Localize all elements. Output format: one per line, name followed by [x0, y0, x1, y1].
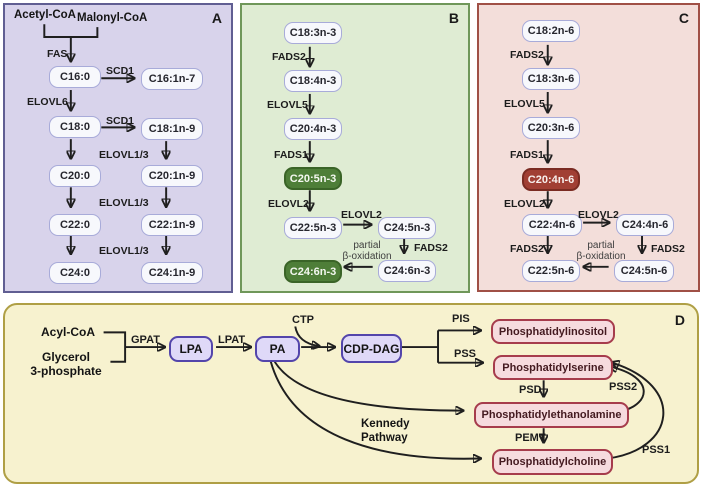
kennedy-label-line2: Pathway: [361, 432, 408, 444]
enzyme-elovl13-3: ELOVL1/3: [99, 245, 149, 257]
metabolite-c24-6n3: C24:6n-3: [378, 260, 436, 282]
panel-d-phospholipid-synthesis: D Acyl-CoA Glycerol 3-phosphate GPAT LPA…: [3, 303, 699, 484]
panel-c-omega6-pathway: C C18:2n-6 FADS2 C18:3n-6 ELOVL5 C20:3n-…: [477, 3, 700, 292]
partial-label-line2: β-oxidation: [342, 251, 392, 262]
metabolite-c24-1n9: C24:1n-9: [141, 262, 203, 284]
lipid-phosphatidylserine: Phosphatidylserine: [493, 355, 613, 380]
acyl-coa-label: Acyl-CoA: [41, 325, 96, 339]
glycerol-3-phosphate-label: Glycerol 3-phosphate: [23, 350, 109, 378]
enzyme-fads1: FADS1: [274, 149, 308, 161]
metabolite-c22-1n9: C22:1n-9: [141, 214, 203, 236]
enzyme-scd1-top: SCD1: [106, 65, 135, 77]
metabolite-c18-3n3: C18:3n-3: [284, 22, 342, 44]
metabolite-c24-5n6: C24:5n-6: [614, 260, 674, 282]
metabolite-c24-4n6: C24:4n-6: [616, 214, 674, 236]
metabolite-pa: PA: [255, 336, 300, 362]
panel-d-letter: D: [674, 312, 685, 328]
enzyme-fads1: FADS1: [510, 149, 544, 161]
enzyme-scd1-bottom: SCD1: [106, 115, 135, 127]
metabolite-lpa: LPA: [169, 336, 213, 362]
enzyme-fads2-1: FADS2: [510, 49, 544, 61]
enzyme-fads2-2: FADS2: [414, 242, 448, 254]
panel-b-letter: B: [448, 10, 459, 26]
enzyme-elovl2-right: ELOVL2: [341, 209, 382, 221]
panel-c-letter: C: [678, 10, 689, 26]
metabolite-c18-2n6: C18:2n-6: [522, 20, 580, 42]
metabolite-c20-1n9: C20:1n-9: [141, 165, 203, 187]
glycerol-label-line1: Glycerol: [41, 350, 91, 364]
enzyme-pis: PIS: [452, 313, 470, 325]
enzyme-psd: PSD: [519, 384, 542, 396]
enzyme-elovl13-2: ELOVL1/3: [99, 197, 149, 209]
metabolite-c16-0: C16:0: [49, 66, 101, 88]
enzyme-pemt: PEMT: [515, 432, 546, 444]
acetyl-coa-label: Acetyl-CoA: [14, 9, 76, 21]
enzyme-elovl5: ELOVL5: [504, 98, 545, 110]
metabolite-c20-4n3: C20:4n-3: [284, 118, 342, 140]
malonyl-coa-label: Malonyl-CoA: [77, 12, 148, 24]
partial-beta-oxidation-label: partial β-oxidation: [338, 240, 396, 262]
enzyme-fads2-left: FADS2: [510, 243, 544, 255]
metabolite-c20-0: C20:0: [49, 165, 101, 187]
lipid-phosphatidylinositol: Phosphatidylinositol: [491, 319, 615, 344]
enzyme-fas: FAS: [47, 48, 68, 60]
kennedy-pathway-label: Kennedy Pathway: [361, 417, 410, 445]
metabolite-c24-6n3-highlight: C24:6n-3: [284, 260, 342, 283]
enzyme-fads2-right: FADS2: [651, 243, 685, 255]
metabolite-c22-0: C22:0: [49, 214, 101, 236]
enzyme-pss1: PSS1: [642, 444, 671, 456]
lipid-phosphatidylcholine: Phosphatidylcholine: [492, 449, 613, 475]
partial-beta-oxidation-label: partial β-oxidation: [571, 240, 631, 262]
panel-a-de-novo-lipogenesis: A Acetyl-CoA Malonyl-CoA FAS C16:0 SCD1 …: [3, 3, 233, 293]
metabolite-c24-5n3: C24:5n-3: [378, 217, 436, 239]
metabolite-c20-4n6-highlight: C20:4n-6: [522, 168, 580, 191]
metabolite-c20-5n3-highlight: C20:5n-3: [284, 167, 342, 190]
enzyme-elovl2-down: ELOVL2: [504, 198, 545, 210]
enzyme-elovl6: ELOVL6: [27, 96, 68, 108]
enzyme-elovl5: ELOVL5: [267, 99, 308, 111]
cofactor-ctp: CTP: [292, 314, 314, 326]
metabolite-c20-3n6: C20:3n-6: [522, 117, 580, 139]
metabolite-c18-0: C18:0: [49, 116, 101, 138]
enzyme-gpat: GPAT: [131, 334, 160, 346]
enzyme-elovl2-right: ELOVL2: [578, 209, 619, 221]
partial-label-line1: partial: [353, 240, 381, 251]
metabolite-c18-1n9: C18:1n-9: [141, 118, 203, 140]
kennedy-label-line1: Kennedy: [361, 418, 410, 430]
metabolite-c16-1n7: C16:1n-7: [141, 68, 203, 90]
enzyme-elovl13-1: ELOVL1/3: [99, 149, 149, 161]
metabolite-c22-4n6: C22:4n-6: [522, 214, 582, 236]
enzyme-elovl2-down: ELOVL2: [268, 198, 309, 210]
lipid-phosphatidylethanolamine: Phosphatidylethanolamine: [474, 402, 629, 428]
metabolite-c18-4n3: C18:4n-3: [284, 70, 342, 92]
enzyme-pss2: PSS2: [609, 381, 638, 393]
enzyme-lpat: LPAT: [218, 334, 246, 346]
metabolite-cdp-dag: CDP-DAG: [341, 334, 402, 363]
glycerol-label-line2: 3-phosphate: [30, 363, 102, 378]
panel-b-omega3-pathway: B C18:3n-3 FADS2 C18:4n-3 ELOVL5 C20:4n-…: [240, 3, 470, 293]
metabolite-c22-5n6: C22:5n-6: [522, 260, 580, 282]
enzyme-pss: PSS: [454, 348, 477, 360]
metabolite-c18-3n6: C18:3n-6: [522, 68, 580, 90]
metabolite-c24-0: C24:0: [49, 262, 101, 284]
enzyme-fads2-1: FADS2: [272, 51, 306, 63]
partial-label-line2: β-oxidation: [576, 251, 626, 262]
metabolite-c22-5n3: C22:5n-3: [284, 217, 342, 239]
panel-a-letter: A: [211, 10, 222, 26]
partial-label-line1: partial: [587, 240, 615, 251]
